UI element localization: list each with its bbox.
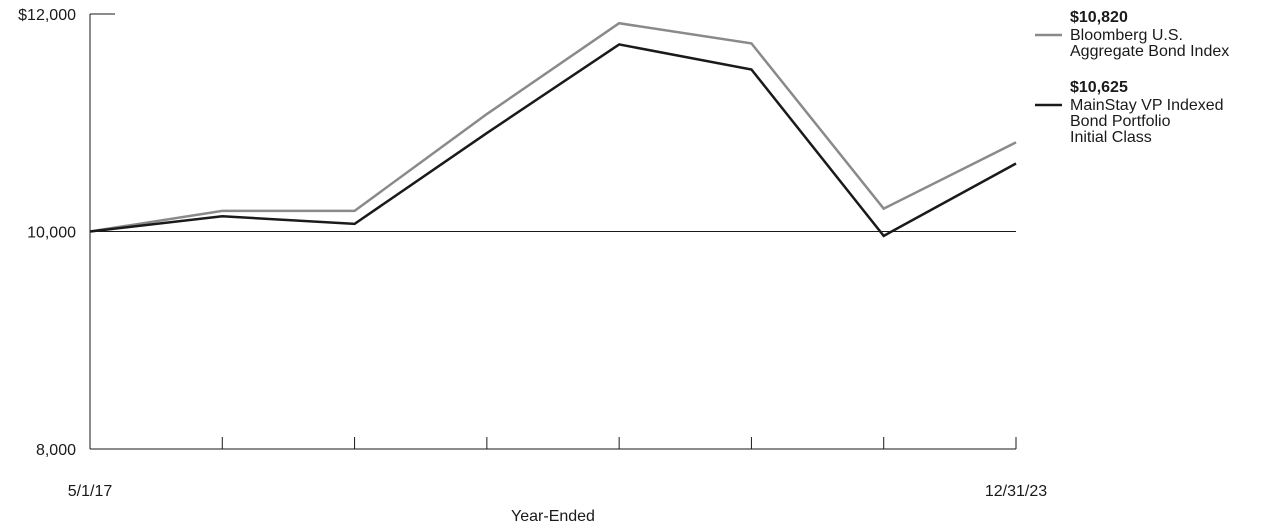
- legend-label-0: Bloomberg U.S.: [1070, 27, 1183, 44]
- x-start-label: 5/1/17: [68, 483, 113, 500]
- axes: $12,000 10,000 8,000 5/1/17 12/31/23 Year-End…: [18, 7, 1047, 523]
- legend-label-1: MainStay VP Indexed: [1070, 97, 1224, 114]
- y-tick-label: $12,000: [18, 7, 76, 24]
- x-axis-title: Year-Ended: [511, 508, 595, 523]
- y-tick-label: 10,000: [27, 225, 76, 242]
- series-line-1: [89, 43, 1017, 238]
- series-lines: [89, 21, 1017, 238]
- legend-end-value-1: $10,625: [1070, 79, 1128, 96]
- legend-label-0: Aggregate Bond Index: [1070, 43, 1229, 60]
- legend-label-1: Bond Portfolio: [1070, 113, 1171, 130]
- legend-end-value-0: $10,820: [1070, 9, 1128, 26]
- series-line-0: [89, 21, 1017, 233]
- x-end-label: 12/31/23: [985, 483, 1047, 500]
- legend-label-1: Initial Class: [1070, 129, 1152, 146]
- y-tick-label: 8,000: [36, 442, 76, 459]
